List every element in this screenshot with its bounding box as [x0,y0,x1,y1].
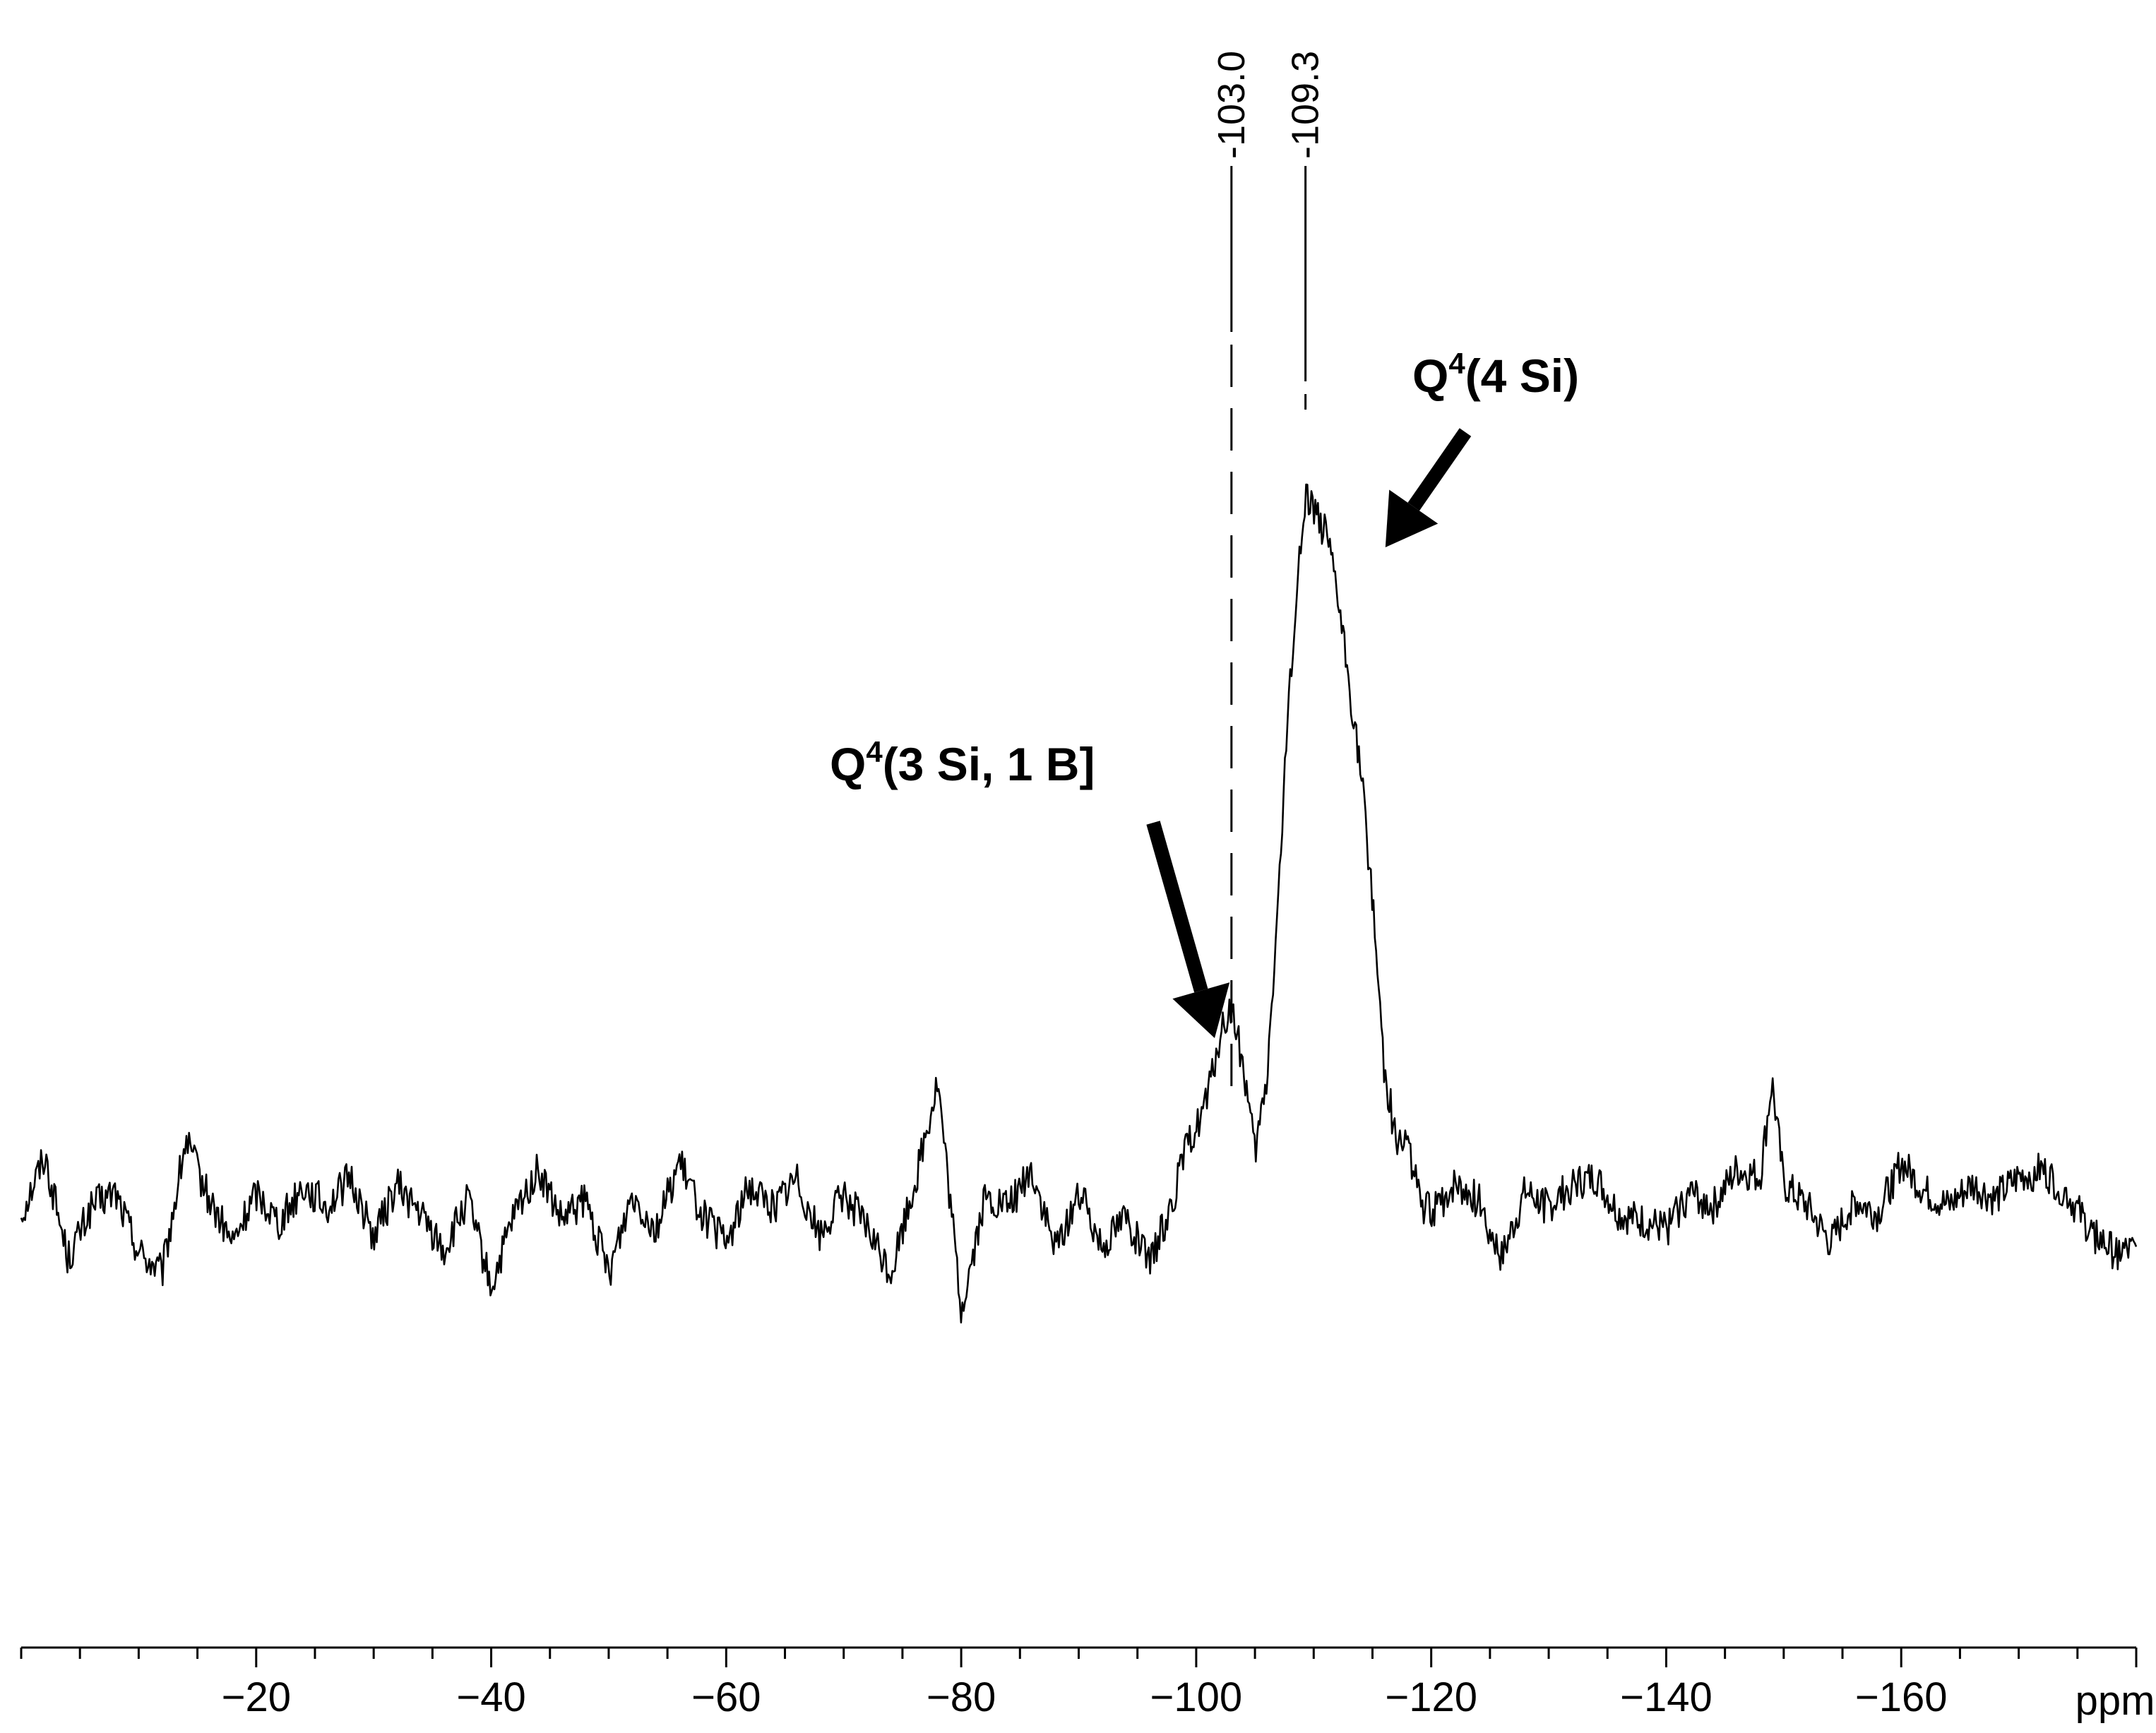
x-tick-label: −140 [1620,1674,1713,1720]
arrow-q4-3si-1b-head [1172,982,1230,1038]
annotation-q4-4si: Q4(4 Si) [1412,347,1579,402]
peak-label: -109.3 [1285,51,1327,159]
x-tick-label: −100 [1150,1674,1243,1720]
arrow-q4-4si-head [1385,489,1439,547]
x-axis: −20 −40 −60 −80 −100 −120 −140 −160 ppm [20,1646,2155,1724]
x-tick-label: −20 [222,1674,291,1720]
x-tick-label: −60 [691,1674,761,1720]
annotations: -103.0 -109.3 Q4(4 Si) Q4(3 Si, 1 B] [830,51,1579,1095]
peak-label: -103.0 [1210,51,1253,159]
x-tick-label: −120 [1385,1674,1477,1720]
x-tick-label: −40 [456,1674,525,1720]
arrow-q4-3si-1b-shaft [1146,821,1208,993]
spectrum-line [20,483,2138,1324]
x-tick-label: −160 [1855,1674,1948,1720]
x-tick-label: −80 [927,1674,996,1720]
plot-area [20,483,2138,1324]
annotation-q4-3si-1b: Q4(3 Si, 1 B] [830,735,1095,790]
x-axis-unit-label: ppm [2075,1678,2155,1724]
arrow-q4-4si-shaft [1407,428,1472,511]
